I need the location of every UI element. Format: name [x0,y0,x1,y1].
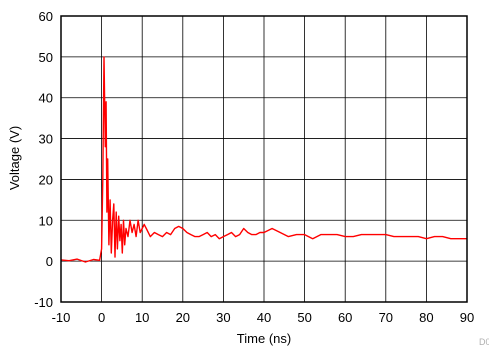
y-tick-label: 0 [46,254,53,269]
x-tick-label: 30 [216,310,230,325]
y-tick-labels: -10 0 10 20 30 40 50 60 [34,9,53,310]
x-tick-label: 10 [135,310,149,325]
x-tick-label: 60 [338,310,352,325]
y-tick-label: -10 [34,295,53,310]
x-tick-label: 90 [460,310,474,325]
y-tick-label: 20 [39,172,53,187]
voltage-series-line [60,56,467,263]
x-tick-label: 80 [419,310,433,325]
x-tick-labels: -10 0 10 20 30 40 50 60 70 80 90 [52,310,475,325]
y-tick-label: 50 [39,50,53,65]
y-tick-label: 60 [39,9,53,24]
y-tick-label: 40 [39,91,53,106]
plot-area-border [60,15,468,303]
x-axis-label: Time (ns) [237,331,291,346]
x-tick-label: 20 [176,310,190,325]
grid-lines [60,15,468,303]
y-axis-label: Voltage (V) [7,126,22,190]
x-tick-label: -10 [52,310,71,325]
x-tick-label: 0 [98,310,105,325]
x-tick-label: 50 [297,310,311,325]
x-tick-label: 70 [379,310,393,325]
figure-id-label: D003 [479,337,489,347]
x-tick-label: 40 [257,310,271,325]
y-tick-label: 10 [39,213,53,228]
y-tick-label: 30 [39,132,53,147]
